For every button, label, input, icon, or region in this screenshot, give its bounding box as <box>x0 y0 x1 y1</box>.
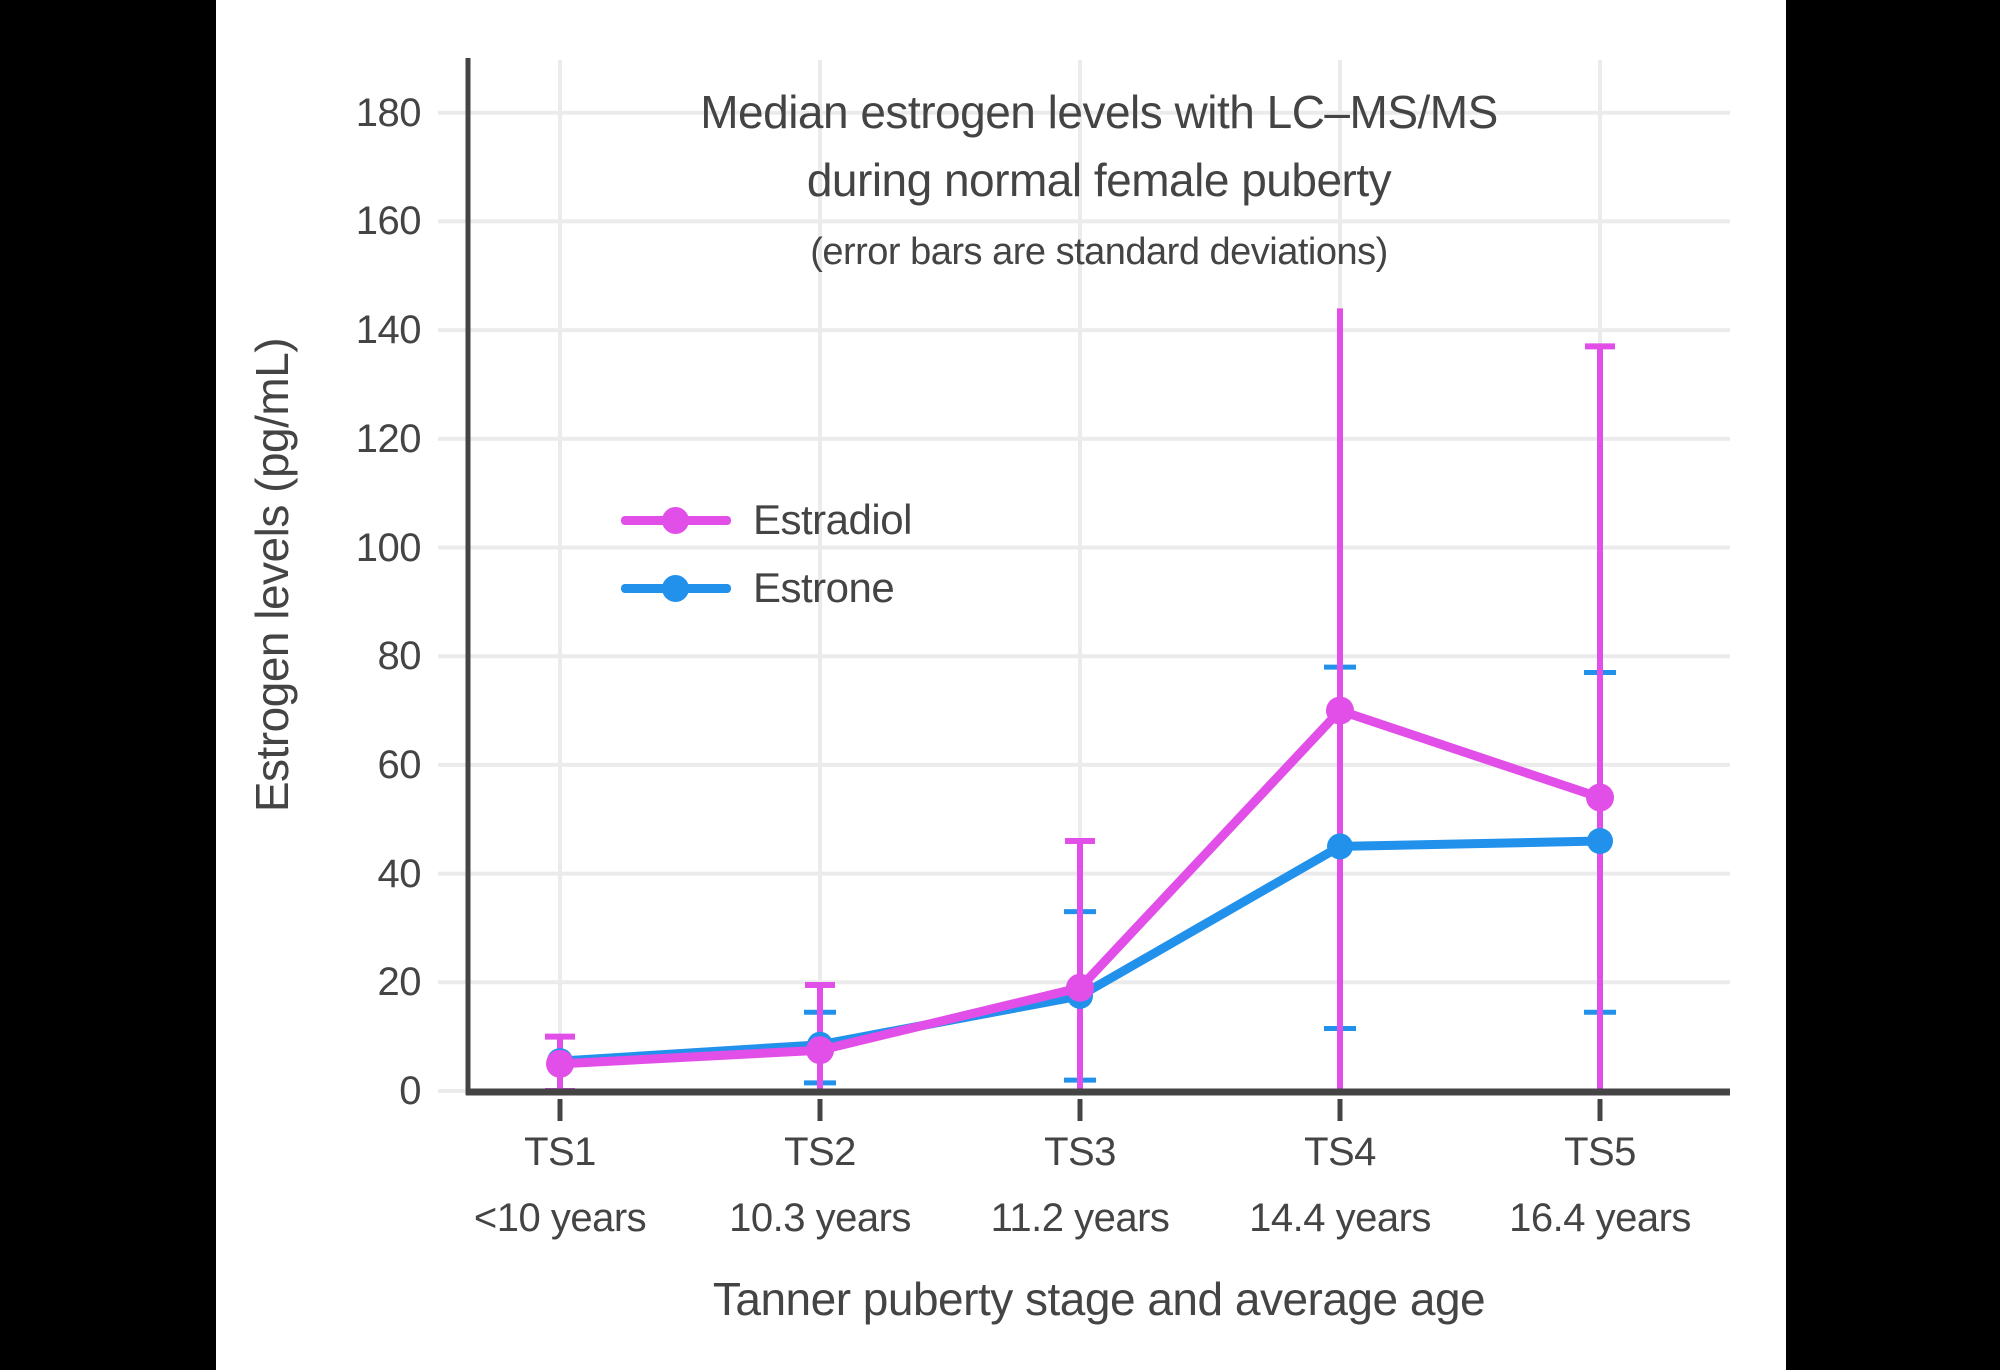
chart-title: Median estrogen levels with LC–MS/MS dur… <box>468 78 1730 214</box>
estrone-marker-icon <box>662 574 689 602</box>
estrone-line-swatch <box>621 574 731 602</box>
estradiol-data-point[interactable] <box>546 1049 574 1078</box>
y-tick-label: 20 <box>377 960 422 1005</box>
estradiol-marker-icon <box>662 506 689 534</box>
x-tick-label: TS4 <box>1304 1130 1376 1174</box>
x-age-label: 14.4 years <box>1249 1196 1431 1240</box>
estradiol-data-point[interactable] <box>1326 696 1354 725</box>
estrone-data-point[interactable] <box>1327 833 1353 860</box>
estrone-data-point[interactable] <box>1587 827 1613 854</box>
y-tick-label: 40 <box>377 851 422 896</box>
chart-title-line-2: during normal female puberty <box>806 154 1392 206</box>
legend-label-estrone: Estrone <box>753 564 895 611</box>
chart-subtitle: (error bars are standard deviations) <box>810 231 1388 273</box>
estradiol-data-point[interactable] <box>806 1036 834 1065</box>
y-tick-label: 0 <box>399 1069 421 1113</box>
legend-item-estradiol[interactable]: Estradiol <box>621 486 912 554</box>
x-age-label: <10 years <box>473 1196 647 1240</box>
x-axis-title: Tanner puberty stage and average age <box>712 1273 1486 1325</box>
y-tick-label: 80 <box>377 634 422 679</box>
estradiol-data-point[interactable] <box>1066 973 1094 1002</box>
plot-area <box>438 58 1730 1121</box>
chart-title-line-1: Median estrogen levels with LC–MS/MS <box>700 86 1498 138</box>
x-tick-label: TS5 <box>1564 1130 1636 1174</box>
y-tick-label: 160 <box>355 199 422 244</box>
y-tick-label: 100 <box>355 525 422 570</box>
x-age-label: 10.3 years <box>729 1196 911 1240</box>
legend: Estradiol Estrone <box>621 486 912 622</box>
x-tick-label: TS2 <box>784 1130 856 1174</box>
x-age-label: 16.4 years <box>1509 1196 1691 1240</box>
x-tick-label: TS1 <box>524 1130 596 1174</box>
y-tick-label: 60 <box>377 742 422 787</box>
chart: Median estrogen levels with LC–MS/MS dur… <box>216 0 1786 1370</box>
legend-item-estrone[interactable]: Estrone <box>621 554 912 622</box>
y-tick-label: 140 <box>355 308 422 353</box>
y-tick-label: 120 <box>355 416 422 461</box>
x-age-label: 11.2 years <box>990 1196 1170 1240</box>
legend-label-estradiol: Estradiol <box>753 496 912 543</box>
x-tick-label: TS3 <box>1044 1130 1116 1174</box>
estradiol-data-point[interactable] <box>1586 783 1614 812</box>
estradiol-line-swatch <box>621 506 731 534</box>
y-tick-label: 180 <box>355 90 422 135</box>
